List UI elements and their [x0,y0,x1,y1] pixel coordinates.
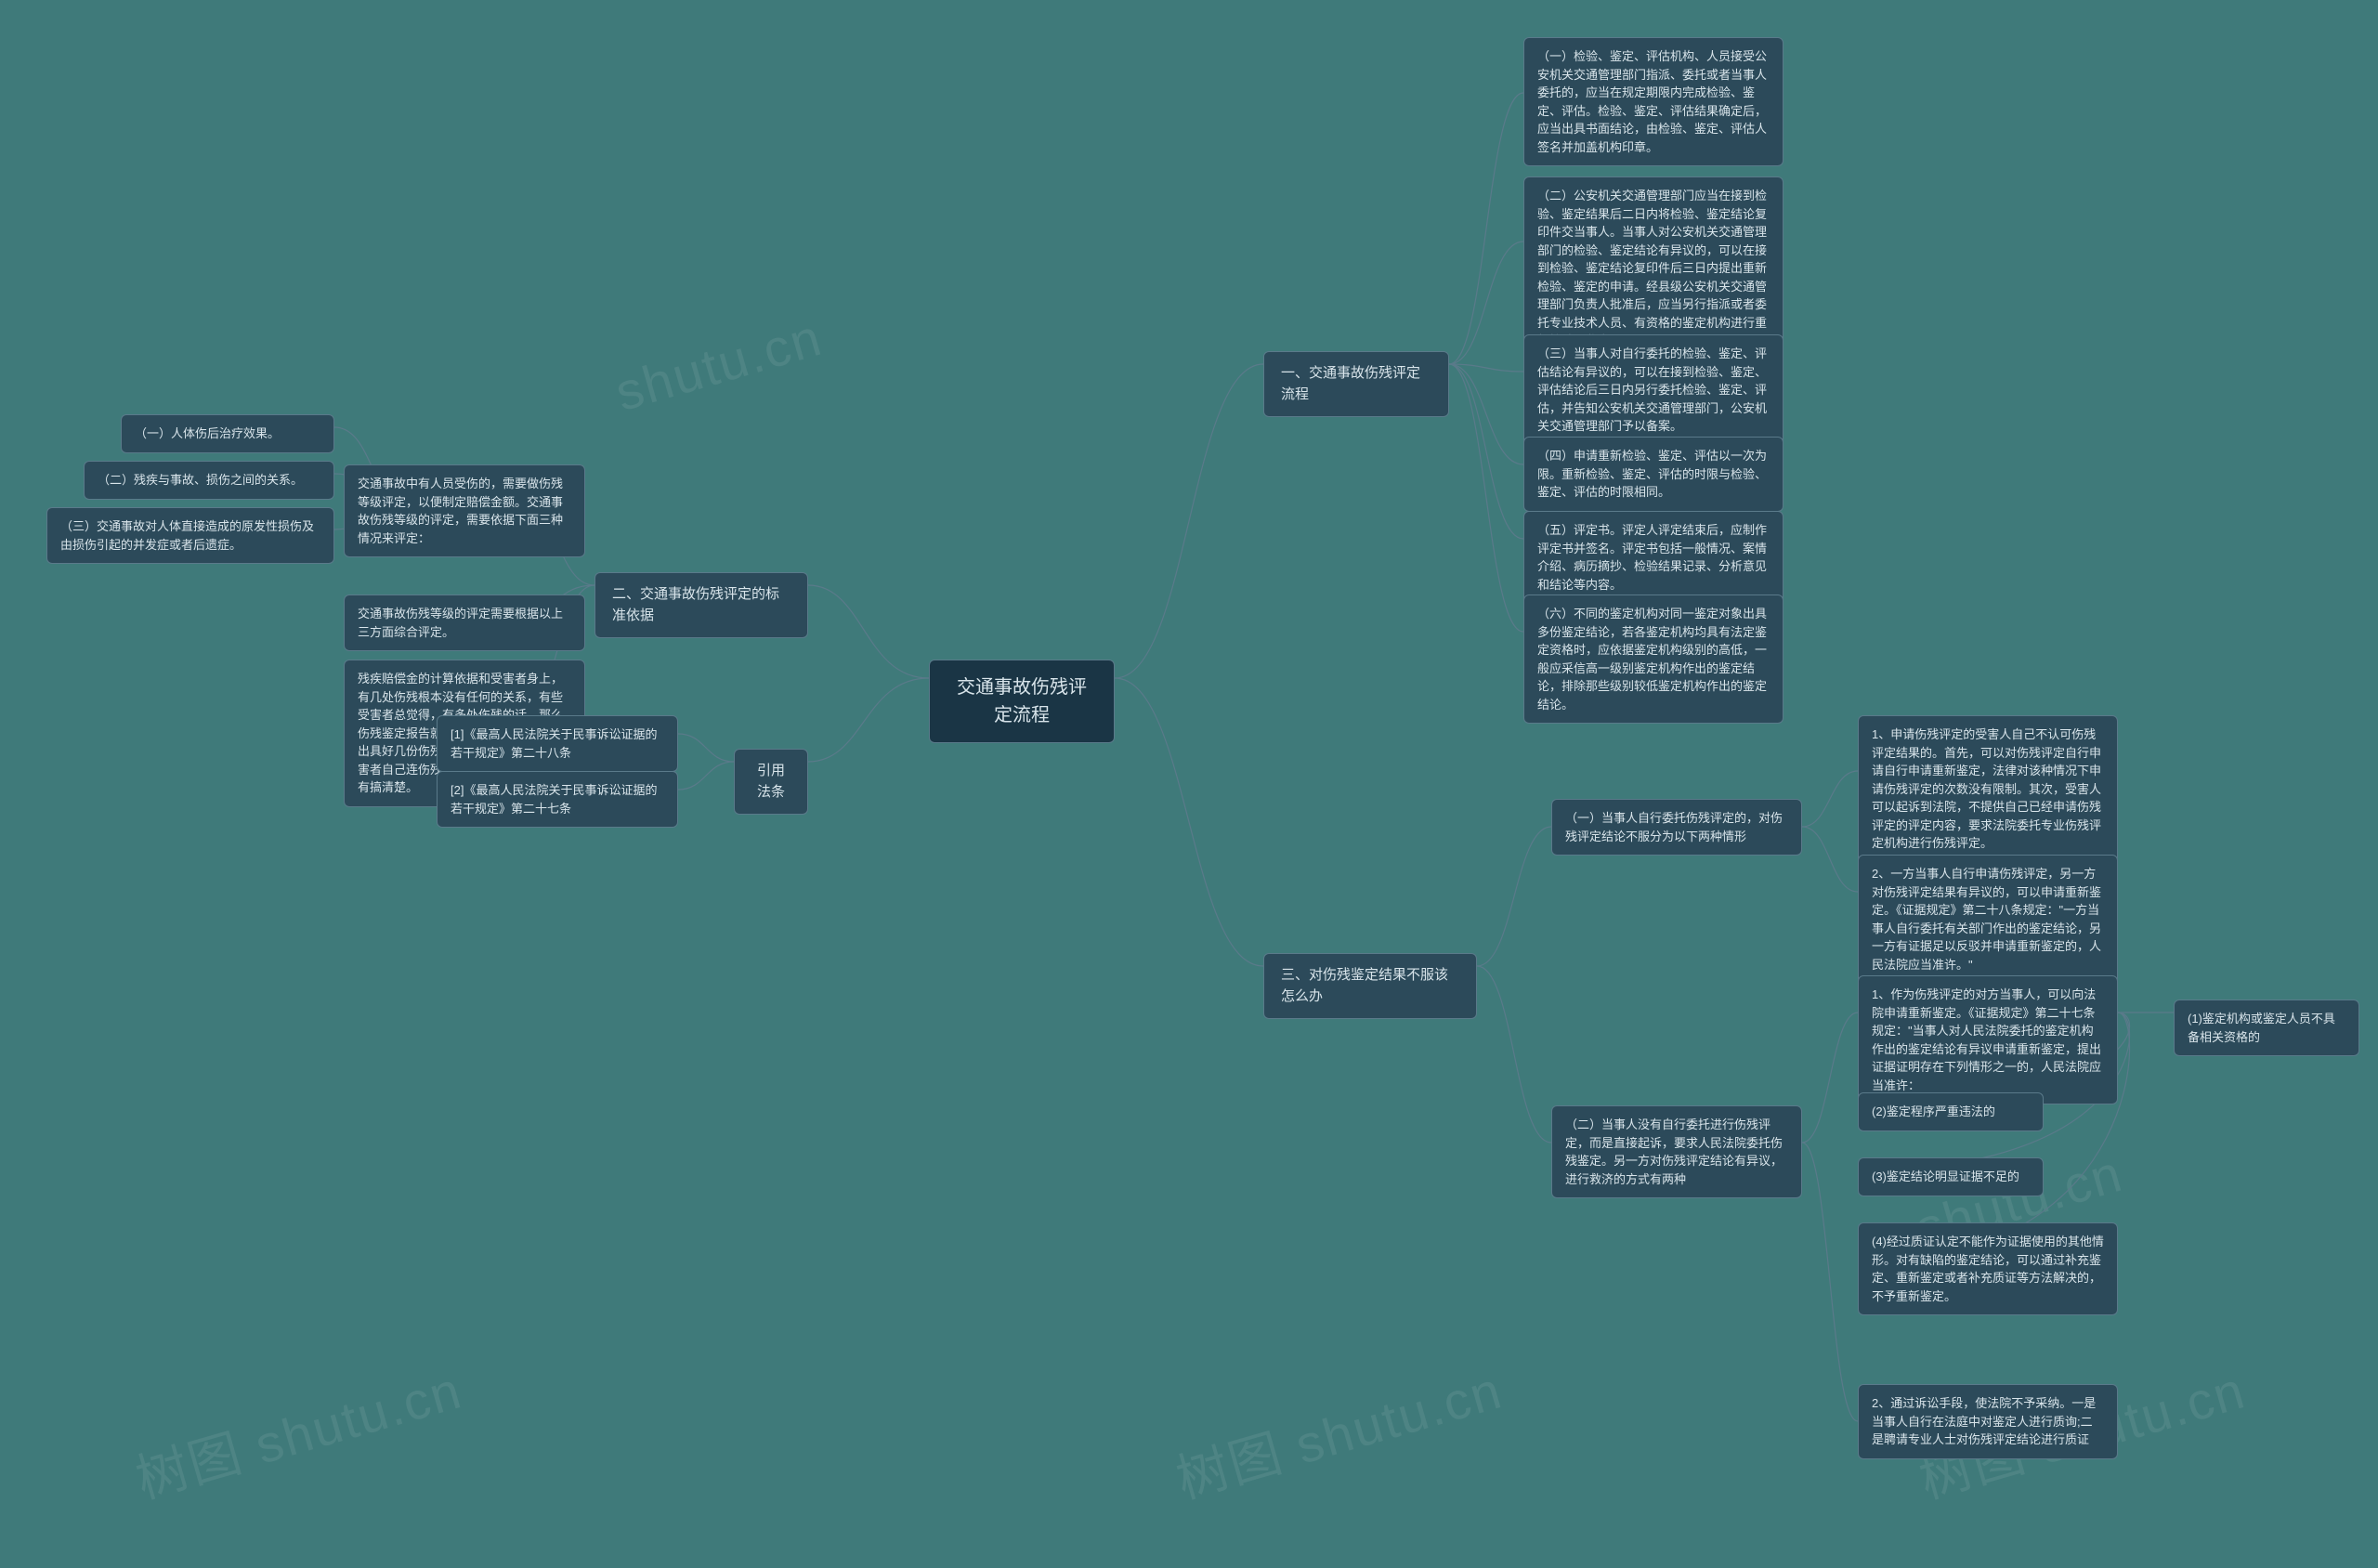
b2-leaf-1: （一）人体伤后治疗效果。 [121,414,334,453]
b4-sub2-leaf-1-sub2: (2)鉴定程序严重违法的 [1858,1092,2044,1131]
watermark: 树图 shutu.cn [1167,1349,1510,1513]
branch-3: 引用法条 [734,749,808,815]
b1-leaf-3: （三）当事人对自行委托的检验、鉴定、评估结论有异议的，可以在接到检验、鉴定、评估… [1523,334,1784,446]
b1-leaf-4: （四）申请重新检验、鉴定、评估以一次为限。重新检验、鉴定、评估的时限与检验、鉴定… [1523,437,1784,512]
b4-sub2-leaf-1: 1、作为伤残评定的对方当事人，可以向法院申请重新鉴定。《证据规定》第二十七条规定… [1858,975,2118,1104]
watermark: shutu.cn [608,307,829,423]
b1-leaf-6: （六）不同的鉴定机构对同一鉴定对象出具多份鉴定结论，若各鉴定机构均具有法定鉴定资… [1523,595,1784,724]
branch-1: 一、交通事故伤残评定流程 [1263,351,1449,417]
b4-sub2-leaf-1-sub1: (1)鉴定机构或鉴定人员不具备相关资格的 [2174,1000,2359,1056]
b4-sub2-leaf-2: 2、通过诉讼手段，使法院不予采纳。一是当事人自行在法庭中对鉴定人进行质询;二是聘… [1858,1384,2118,1459]
b4-sub1-leaf-2: 2、一方当事人自行申请伤残评定，另一方对伤残评定结果有异议的，可以申请重新鉴定。… [1858,855,2118,984]
watermark: 树图 shutu.cn [126,1349,470,1513]
root-node: 交通事故伤残评定流程 [929,660,1115,743]
b4-sub1-leaf-1: 1、申请伤残评定的受害人自己不认可伤残评定结果的。首先，可以对伤残评定自行申请自… [1858,715,2118,863]
b3-leaf-1: [1]《最高人民法院关于民事诉讼证据的若干规定》第二十八条 [437,715,678,772]
b1-leaf-5: （五）评定书。评定人评定结束后，应制作评定书并签名。评定书包括一般情况、案情介绍… [1523,511,1784,604]
b4-sub2-leaf-1-sub3: (3)鉴定结论明显证据不足的 [1858,1157,2044,1196]
b4-sub2-leaf-1-sub4: (4)经过质证认定不能作为证据使用的其他情形。对有缺陷的鉴定结论，可以通过补充鉴… [1858,1222,2118,1315]
b2-leaf-2: （二）残疾与事故、损伤之间的关系。 [84,461,334,500]
b2-intro: 交通事故中有人员受伤的，需要做伤残等级评定，以便制定赔偿金额。交通事故伤残等级的… [344,464,585,557]
b3-leaf-2: [2]《最高人民法院关于民事诉讼证据的若干规定》第二十七条 [437,771,678,828]
branch-4: 三、对伤残鉴定结果不服该怎么办 [1263,953,1477,1019]
b1-leaf-2: （二）公安机关交通管理部门应当在接到检验、鉴定结果后二日内将检验、鉴定结论复印件… [1523,176,1784,360]
b4-sub1: （一）当事人自行委托伤残评定的，对伤残评定结论不服分为以下两种情形 [1551,799,1802,856]
b1-leaf-1: （一）检验、鉴定、评估机构、人员接受公安机关交通管理部门指派、委托或者当事人委托… [1523,37,1784,166]
b2-leaf-3: （三）交通事故对人体直接造成的原发性损伤及由损伤引起的并发症或者后遗症。 [46,507,334,564]
b2-note-1: 交通事故伤残等级的评定需要根据以上三方面综合评定。 [344,595,585,651]
b4-sub2: （二）当事人没有自行委托进行伤残评定，而是直接起诉，要求人民法院委托伤残鉴定。另… [1551,1105,1802,1198]
branch-2: 二、交通事故伤残评定的标准依据 [594,572,808,638]
